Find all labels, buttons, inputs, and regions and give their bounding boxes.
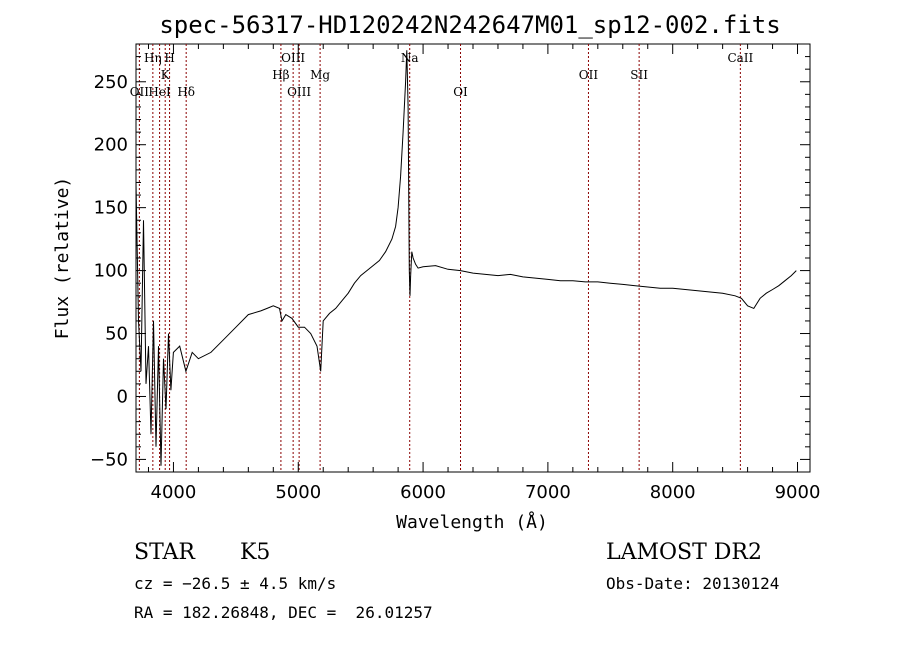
y-tick-label: 250 bbox=[94, 72, 128, 93]
x-tick-label: 8000 bbox=[650, 482, 696, 503]
x-axis-label: Wavelength (Å) bbox=[396, 511, 548, 533]
marker-label: OII bbox=[579, 68, 599, 82]
class-label: STAR bbox=[134, 540, 195, 565]
subclass-label: K5 bbox=[240, 540, 271, 565]
marker-label: Hη bbox=[144, 51, 162, 65]
cz-value: cz = −26.5 ± 4.5 km/s bbox=[134, 574, 337, 593]
y-axis-label: Flux (relative) bbox=[52, 177, 73, 340]
y-tick-label: −50 bbox=[90, 449, 128, 470]
coordinates: RA = 182.26848, DEC = 26.01257 bbox=[134, 603, 433, 622]
marker-label: K bbox=[161, 68, 171, 82]
x-tick-label: 5000 bbox=[275, 482, 321, 503]
y-tick-label: 0 bbox=[117, 386, 128, 407]
y-tick-label: 100 bbox=[94, 261, 128, 282]
x-axis: 4000 5000 6000 7000 8000 9000 bbox=[147, 44, 821, 503]
marker-label: Hβ bbox=[272, 68, 289, 82]
y-tick-label: 150 bbox=[94, 198, 128, 219]
marker-lines bbox=[138, 44, 741, 472]
chart-title: spec-56317-HD120242N242647M01_sp12-002.f… bbox=[159, 11, 780, 39]
marker-label: H bbox=[164, 51, 174, 65]
y-tick-label: 200 bbox=[94, 135, 128, 156]
x-tick-label: 6000 bbox=[400, 482, 446, 503]
marker-label: OIII bbox=[281, 51, 305, 65]
marker-label: Hδ bbox=[177, 85, 195, 99]
x-tick-label: 7000 bbox=[525, 482, 571, 503]
x-tick-label: 4000 bbox=[151, 482, 197, 503]
marker-label: OI bbox=[453, 85, 468, 99]
spectrum-line bbox=[135, 50, 797, 466]
marker-label: HeI bbox=[148, 85, 171, 99]
plot-frame bbox=[135, 43, 811, 473]
y-axis: −50 0 50 100 150 200 250 bbox=[90, 43, 810, 473]
marker-label: OIII bbox=[287, 85, 311, 99]
obs-date: Obs-Date: 20130124 bbox=[606, 574, 780, 593]
marker-label: CaII bbox=[727, 51, 753, 65]
marker-label: Mg bbox=[310, 68, 330, 82]
marker-label: SII bbox=[630, 68, 648, 82]
survey-label: LAMOST DR2 bbox=[606, 540, 762, 565]
y-tick-label: 50 bbox=[105, 324, 128, 345]
marker-label: Na bbox=[401, 51, 419, 65]
marker-label: OII bbox=[130, 85, 150, 99]
x-tick-label: 9000 bbox=[775, 482, 821, 503]
